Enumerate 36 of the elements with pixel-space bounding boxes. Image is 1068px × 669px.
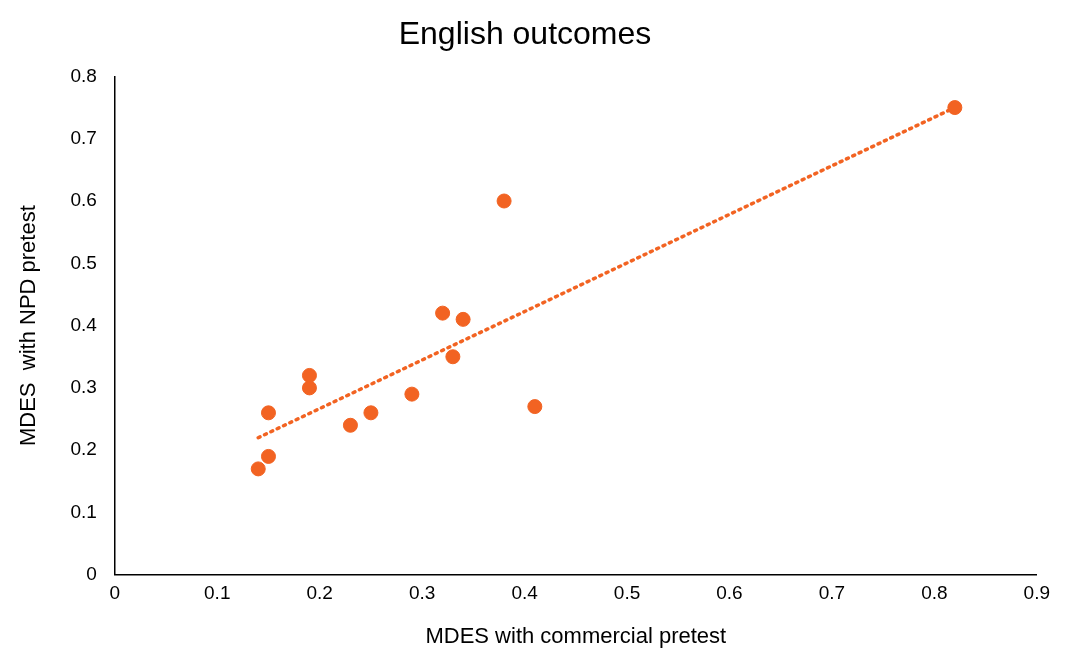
x-tick-label: 0.5 <box>613 582 641 604</box>
point <box>445 349 461 365</box>
point <box>260 405 276 421</box>
y-tick-label: 0.5 <box>70 251 97 273</box>
y-tick-label: 0.1 <box>70 500 97 522</box>
y-tick-label: 0.6 <box>70 189 97 211</box>
point <box>363 405 379 421</box>
x-tick-label: 0.1 <box>204 582 231 604</box>
y-axis-title: MDES with NPD pretest <box>15 205 41 447</box>
y-tick-label: 0 <box>86 563 97 585</box>
y-tick-label: 0.2 <box>70 438 97 460</box>
point <box>404 386 420 402</box>
x-tick-label: 0.7 <box>818 582 846 604</box>
point <box>342 417 358 433</box>
x-tick-label: 0.9 <box>1023 582 1050 604</box>
point <box>250 461 266 477</box>
x-tick-label: 0.3 <box>408 582 436 604</box>
x-tick-label: 0.6 <box>716 582 743 604</box>
x-axis-title: MDES with commercial pretest <box>425 622 727 648</box>
x-tick-label: 0.2 <box>306 582 333 604</box>
y-tick-label: 0.3 <box>70 376 97 398</box>
point <box>496 193 512 209</box>
chart-title: English outcomes <box>398 15 652 52</box>
point <box>301 380 317 396</box>
y-tick-label: 0.4 <box>70 313 98 335</box>
x-tick-label: 0.4 <box>511 582 539 604</box>
point <box>947 100 963 116</box>
point <box>301 367 317 383</box>
x-tick-label: 0 <box>109 582 121 604</box>
point <box>260 448 276 464</box>
point <box>435 305 451 321</box>
x-tick-label: 0.8 <box>921 582 948 604</box>
point <box>527 399 543 415</box>
y-tick-label: 0.7 <box>70 126 97 148</box>
y-tick-label: 0.8 <box>70 64 97 86</box>
point <box>455 311 471 327</box>
